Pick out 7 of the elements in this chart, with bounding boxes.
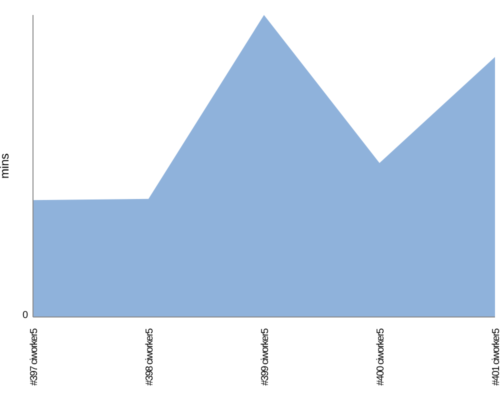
text: 0 — [21, 310, 28, 321]
x-tick-label: #399 ciworker5 — [260, 328, 271, 386]
x-tick-label: #397 ciworker5 — [29, 328, 40, 386]
y-axis-title: mins — [0, 153, 12, 179]
x-tick-label: #401 ciworker5 — [491, 328, 500, 386]
x-tick-label: #400 ciworker5 — [376, 328, 386, 386]
x-tick-label: #398 ciworker5 — [144, 328, 156, 386]
